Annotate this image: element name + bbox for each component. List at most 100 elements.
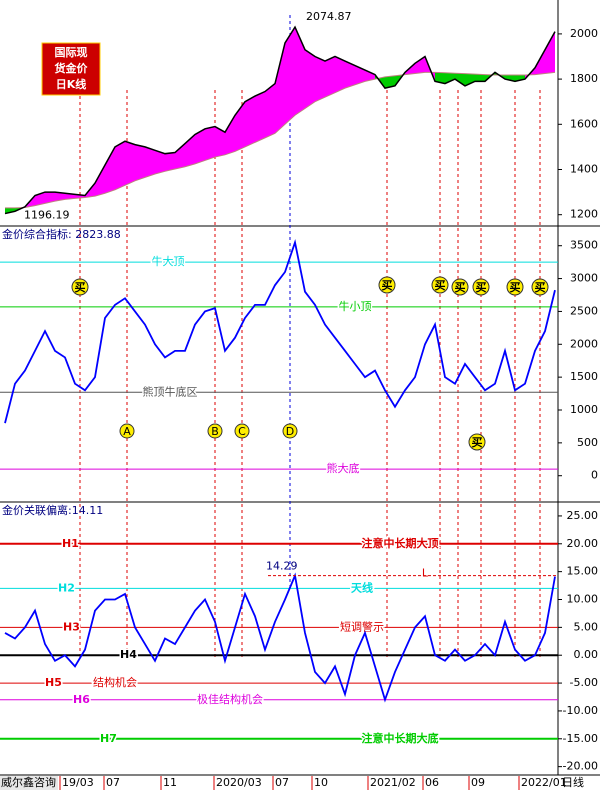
price-ma-fill [355, 65, 365, 85]
reference-name: H1 [62, 537, 79, 550]
price-ma-fill [345, 61, 355, 89]
price-ma-fill [305, 49, 315, 109]
indicator-line [4, 572, 556, 703]
y-tick-label: -5.00 [570, 676, 598, 689]
signal-badge [506, 278, 524, 296]
x-tick-label: 19/03 [62, 776, 94, 789]
x-tick-label: 2020/03 [216, 776, 262, 789]
y-tick-label: 10.00 [567, 593, 599, 606]
y-tick-label: 2000 [570, 27, 598, 40]
period-label: 日线 [562, 775, 584, 789]
price-ma-fill [535, 49, 545, 75]
y-tick-label: -10.00 [563, 704, 598, 717]
price-ma-fill [165, 152, 175, 172]
reference-label: 注意中长期大底 [362, 731, 439, 745]
x-tick-label: 11 [163, 776, 177, 789]
price-ma-fill [235, 101, 245, 152]
price-ma-fill [115, 141, 125, 190]
reference-label: 注意中长期大顶 [362, 536, 439, 550]
price-ma-fill [205, 126, 215, 161]
wave-badge [207, 423, 223, 439]
y-tick-label: 3500 [570, 239, 598, 252]
indicator-line [4, 238, 556, 424]
price-ma-fill [465, 73, 475, 86]
logo-text: 国际现 [55, 45, 88, 59]
y-tick-label: 0.00 [574, 648, 599, 661]
marker-label: L [422, 567, 429, 580]
price-ma-fill [265, 83, 275, 138]
price-ma-fill [275, 42, 285, 134]
wave-label: C [238, 425, 246, 438]
signal-badge [378, 276, 396, 294]
reference-name: H4 [120, 648, 137, 661]
price-ma-fill [245, 96, 255, 147]
price-ma-fill [225, 115, 235, 155]
price-ma-fill [455, 73, 465, 86]
y-tick-label: 1000 [570, 403, 598, 416]
y-tick-label: 25.00 [567, 509, 599, 522]
price-line [4, 25, 556, 215]
y-tick-label: 3000 [570, 272, 598, 285]
wave-label: D [286, 425, 294, 438]
price-ma-fill [385, 75, 395, 89]
price-ma-fill [5, 207, 15, 214]
price-ma-fill [55, 192, 65, 202]
x-tick-label: 09 [471, 776, 485, 789]
reference-label: 牛小顶 [339, 299, 372, 313]
reference-name: H7 [100, 732, 117, 745]
reference-label: 熊大底 [327, 461, 360, 475]
reference-name: H5 [45, 676, 62, 689]
logo-text: 日K线 [56, 77, 87, 91]
price-ma-fill [415, 56, 425, 74]
moving-average [5, 71, 556, 209]
price-ma-fill [315, 56, 325, 102]
reference-name: H2 [58, 581, 75, 594]
peak-annotation: 14.29 [266, 560, 298, 573]
price-ma-fill [285, 27, 295, 125]
y-tick-label: 1400 [570, 163, 598, 176]
signal-badge [531, 278, 549, 296]
price-ma-fill [435, 72, 445, 84]
price-ma-fill [445, 72, 455, 84]
y-tick-label: 1200 [570, 208, 598, 221]
reference-label: 熊顶牛底区 [143, 384, 198, 398]
signal-badge [472, 278, 490, 296]
source-box [0, 776, 58, 790]
logo-text: 货金价 [54, 61, 89, 75]
price-ma-fill [145, 146, 155, 178]
reference-name: H6 [73, 693, 90, 706]
price-ma-fill [365, 70, 375, 82]
y-tick-label: 2000 [570, 337, 598, 350]
signal-label: 买 [435, 279, 446, 292]
y-tick-label: 20.00 [567, 537, 599, 550]
price-ma-fill [195, 128, 205, 164]
y-tick-label: 15.00 [567, 565, 599, 578]
x-tick-label: 2022/01 [521, 776, 567, 789]
y-tick-label: 5.00 [574, 620, 599, 633]
price-ma-fill [35, 192, 45, 206]
wave-label: B [211, 425, 219, 438]
reference-label: 极佳结构机会 [197, 692, 263, 706]
signal-label: 买 [510, 281, 521, 294]
wave-label: A [123, 425, 131, 438]
y-tick-label: 500 [577, 436, 598, 449]
price-annotation: 1196.19 [24, 209, 70, 222]
price-ma-fill [135, 144, 145, 181]
price-ma-fill [295, 27, 305, 116]
price-ma-fill [125, 141, 135, 186]
panel-title: 金价关联偏离:14.11 [2, 503, 103, 517]
signal-badge [451, 278, 469, 296]
price-ma-fill [325, 56, 335, 98]
panel-title: 金价综合指标: 2823.88 [2, 227, 121, 241]
y-tick-label: 1600 [570, 117, 598, 130]
x-tick-label: 07 [275, 776, 289, 789]
x-tick-label: 06 [425, 776, 439, 789]
wave-badge [282, 423, 298, 439]
signal-label: 买 [75, 281, 86, 294]
reference-label: 短调警示 [340, 619, 384, 633]
reference-name: H3 [63, 620, 80, 633]
price-ma-fill [515, 75, 525, 82]
signal-label: 买 [472, 436, 483, 449]
